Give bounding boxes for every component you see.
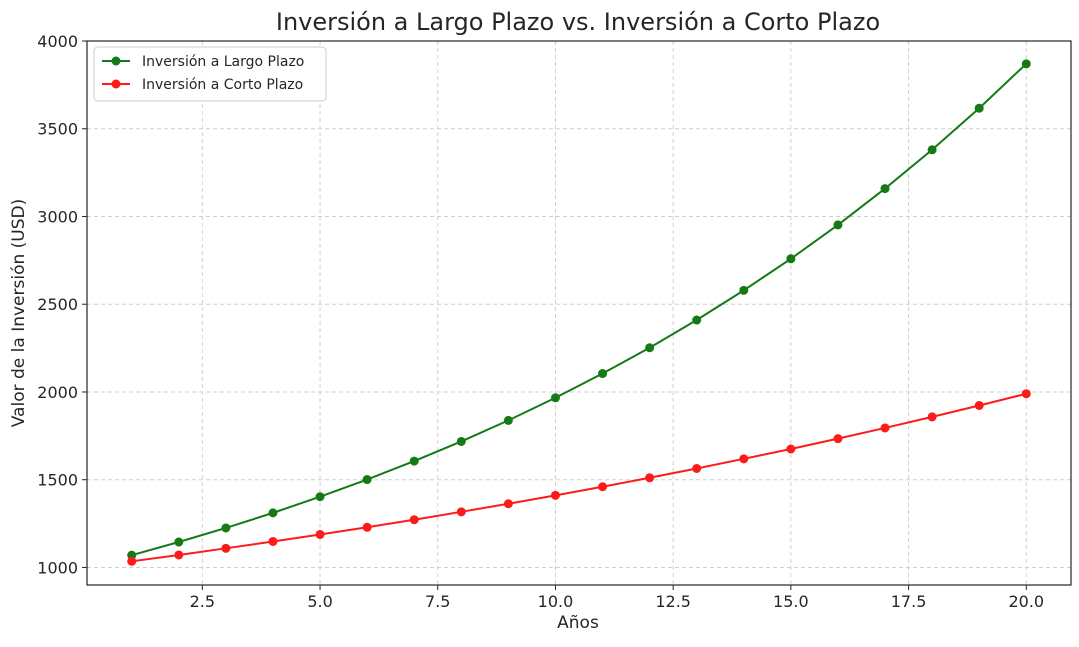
data-point bbox=[268, 508, 278, 518]
data-point bbox=[786, 444, 796, 454]
data-point bbox=[268, 536, 278, 546]
y-tick-label: 2500 bbox=[37, 295, 78, 314]
data-point bbox=[1021, 59, 1031, 69]
legend-item: Inversión a Largo Plazo bbox=[102, 54, 304, 70]
data-point bbox=[315, 492, 325, 502]
series-layer bbox=[127, 59, 1031, 566]
legend: Inversión a Largo Plazo Inversión a Corto… bbox=[93, 46, 327, 102]
data-point bbox=[645, 473, 655, 483]
data-point bbox=[409, 515, 419, 525]
x-tick-label: 7.5 bbox=[425, 592, 450, 611]
x-tick-label: 10.0 bbox=[538, 592, 574, 611]
data-point bbox=[598, 482, 608, 492]
data-point bbox=[221, 523, 231, 533]
data-point bbox=[174, 537, 184, 547]
legend-label: Inversión a Corto Plazo bbox=[142, 77, 303, 93]
data-point bbox=[550, 490, 560, 500]
data-point bbox=[927, 412, 937, 422]
y-tick-label: 2000 bbox=[37, 383, 78, 402]
data-point bbox=[645, 343, 655, 353]
data-point bbox=[739, 285, 749, 295]
data-point bbox=[550, 393, 560, 403]
data-point bbox=[456, 507, 466, 517]
legend-item: Inversión a Corto Plazo bbox=[102, 77, 303, 93]
data-point bbox=[833, 434, 843, 444]
data-point bbox=[456, 436, 466, 446]
x-tick-label: 12.5 bbox=[655, 592, 691, 611]
data-point bbox=[739, 454, 749, 464]
legend-label: Inversión a Largo Plazo bbox=[142, 54, 304, 70]
y-tick-label: 3500 bbox=[37, 120, 78, 139]
legend-marker bbox=[111, 56, 121, 66]
series-line bbox=[131, 392, 1027, 563]
data-point bbox=[880, 184, 890, 194]
data-point bbox=[221, 543, 231, 553]
data-point bbox=[927, 145, 937, 155]
y-tick-label: 3000 bbox=[37, 207, 78, 226]
axes: 2.5 5.0 7.5 10.0 12.5 15.0 17.5 20.0 1000 1500 200… bbox=[37, 32, 1072, 611]
data-point bbox=[692, 315, 702, 325]
x-tick-label: 20.0 bbox=[1008, 592, 1044, 611]
x-axis-label: Años bbox=[557, 613, 599, 633]
data-point bbox=[503, 415, 513, 425]
x-tick-label: 5.0 bbox=[307, 592, 332, 611]
data-point bbox=[974, 103, 984, 113]
data-point bbox=[315, 529, 325, 539]
series-1 bbox=[127, 59, 1031, 560]
x-tick-label: 17.5 bbox=[891, 592, 927, 611]
data-point bbox=[692, 463, 702, 473]
data-point bbox=[786, 254, 796, 264]
legend-box bbox=[93, 46, 327, 102]
data-point bbox=[127, 556, 137, 566]
legend-marker bbox=[111, 79, 121, 89]
y-axis-label: Valor de la Inversión (USD) bbox=[9, 199, 29, 428]
data-point bbox=[362, 475, 372, 485]
data-point bbox=[974, 400, 984, 410]
data-point bbox=[880, 423, 890, 433]
series-2 bbox=[127, 389, 1031, 566]
data-point bbox=[174, 550, 184, 560]
series-line bbox=[131, 63, 1027, 557]
chart-title: Inversión a Largo Plazo vs. Inversión a … bbox=[276, 8, 880, 36]
y-tick-label: 1000 bbox=[37, 558, 78, 577]
data-point bbox=[598, 369, 608, 379]
data-point bbox=[362, 522, 372, 532]
y-tick-label: 4000 bbox=[37, 32, 78, 51]
data-point bbox=[1021, 389, 1031, 399]
plot-frame bbox=[86, 40, 1072, 586]
x-tick-label: 15.0 bbox=[773, 592, 809, 611]
x-tick-label: 2.5 bbox=[190, 592, 215, 611]
data-point bbox=[833, 220, 843, 230]
y-tick-label: 1500 bbox=[37, 471, 78, 490]
data-point bbox=[503, 499, 513, 509]
data-point bbox=[409, 456, 419, 466]
